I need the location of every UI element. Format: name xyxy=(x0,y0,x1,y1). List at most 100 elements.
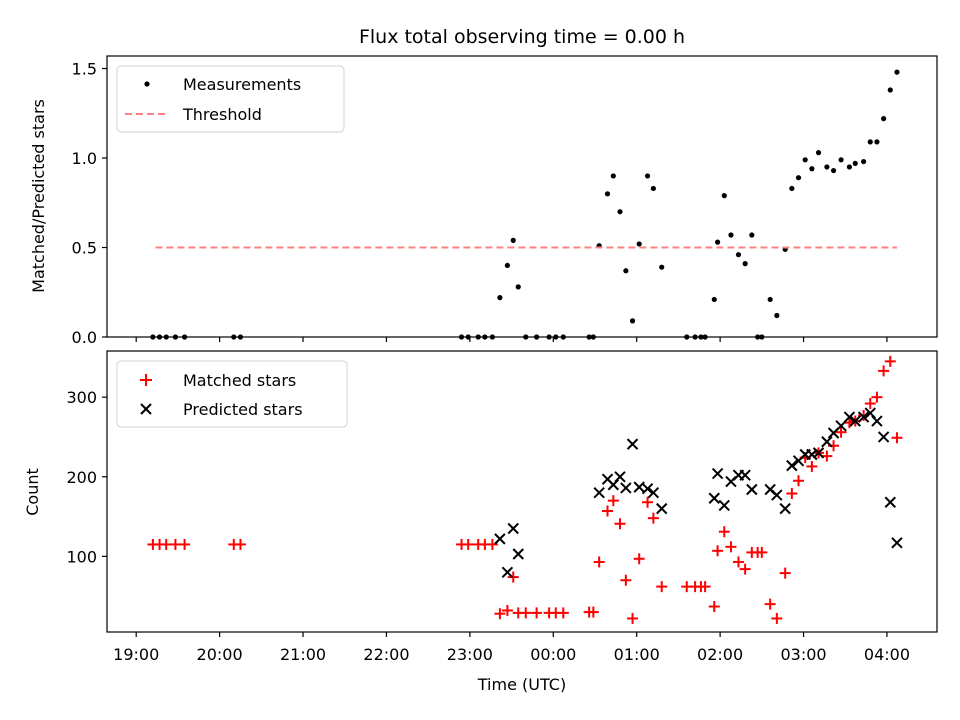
measurements-point xyxy=(867,139,873,145)
matched-stars-point xyxy=(878,365,890,377)
matched-stars-point xyxy=(507,571,519,583)
measurements-point xyxy=(659,264,665,270)
measurements-point xyxy=(802,157,808,163)
predicted-stars-point xyxy=(647,486,660,499)
counts-x-ticks: 19:00 20:00 21:00 22:00 23:00 00:00 01:00 02:00… xyxy=(113,632,910,664)
counts-axes-frame xyxy=(106,350,938,633)
ratio-legend: Measurements Threshold xyxy=(116,65,345,133)
measurements-point xyxy=(510,237,516,243)
predicted-stars-point xyxy=(835,420,847,432)
x-tick-label: 21:00 xyxy=(280,645,326,664)
matched-stars-point xyxy=(501,605,513,617)
counts-y-tick-label: 300 xyxy=(66,388,97,407)
measurements-point xyxy=(846,164,853,170)
matched-stars-point xyxy=(607,495,619,507)
matched-stars-point xyxy=(531,607,543,619)
predicted-stars-point xyxy=(884,496,896,508)
x-tick-label: 03:00 xyxy=(780,645,826,664)
predicted-stars-point xyxy=(779,502,791,515)
predicted-stars-point xyxy=(708,492,720,504)
matched-stars-point xyxy=(234,538,246,550)
counts-y-axis-label: Count xyxy=(23,468,42,516)
matched-stars-point xyxy=(712,545,724,557)
ratio-y-ticks: 0.0 0.5 1.0 1.5 xyxy=(72,60,107,347)
counts-legend: Matched stars Predicted stars xyxy=(116,360,348,428)
matched-stars-point xyxy=(793,475,805,487)
matched-stars-point xyxy=(764,598,776,610)
matched-stars-point xyxy=(520,607,532,619)
matched-stars-point xyxy=(614,518,626,530)
x-tick-label: 02:00 xyxy=(697,645,743,664)
matched-stars-legend-marker xyxy=(140,374,152,386)
measurements-point xyxy=(789,185,795,192)
matched-stars-point xyxy=(179,538,191,550)
measurements-point xyxy=(721,193,727,199)
matched-stars-point xyxy=(732,556,744,568)
matched-stars-point xyxy=(587,606,599,618)
measurements-legend-marker xyxy=(144,81,150,87)
measurements-point xyxy=(742,261,748,267)
matched-stars-point xyxy=(593,556,605,568)
predicted-stars-point xyxy=(711,467,724,480)
measurements-point xyxy=(830,167,837,174)
matched-stars-point xyxy=(160,538,172,550)
ratio-y-tick-label: 1.0 xyxy=(72,149,97,168)
x-tick-label: 22:00 xyxy=(363,645,409,664)
matched-stars-point xyxy=(642,496,654,508)
measurements-point xyxy=(629,318,636,324)
matched-stars-point xyxy=(884,355,896,367)
ratio-legend-box xyxy=(116,65,345,133)
measurements-point xyxy=(728,232,734,238)
x-tick-label: 19:00 xyxy=(113,645,159,664)
x-tick-label: 23:00 xyxy=(447,645,493,664)
counts-marks xyxy=(147,355,903,624)
predicted-stars-point xyxy=(806,448,818,461)
measurements-point xyxy=(515,284,521,290)
predicted-stars-point xyxy=(512,548,524,560)
matched-stars-point xyxy=(739,563,751,575)
predicted-stars-point xyxy=(593,486,605,499)
matched-stars-point xyxy=(557,607,569,619)
ratio-y-tick-label: 0.5 xyxy=(72,239,97,258)
matched-stars-point xyxy=(169,538,181,550)
measurements-point xyxy=(838,157,844,163)
matched-stars-point xyxy=(779,567,791,579)
ratio-x-ticks xyxy=(135,337,888,342)
predicted-stars-point xyxy=(626,438,639,450)
matched-stars-point xyxy=(627,612,639,624)
predicted-stars-point xyxy=(821,436,833,448)
measurements-point xyxy=(617,209,623,215)
x-tick-label: 04:00 xyxy=(864,645,910,664)
predicted-stars-point xyxy=(877,431,890,443)
ratio-y-axis-label: Matched/Predicted stars xyxy=(29,99,48,293)
matched-stars-point xyxy=(725,541,737,553)
predicted-stars-point xyxy=(507,522,519,535)
predicted-stars-point xyxy=(857,411,870,423)
x-tick-label: 20:00 xyxy=(197,645,243,664)
measurements-point xyxy=(497,295,503,301)
counts-y-ticks: 100 200 300 xyxy=(66,388,107,566)
predicted-stars-point xyxy=(718,499,730,512)
x-tick-label: 00:00 xyxy=(530,645,576,664)
matched-stars-point xyxy=(656,581,668,593)
matched-stars-point xyxy=(864,398,876,410)
matched-stars-point xyxy=(494,608,506,620)
measurements-point xyxy=(644,173,651,179)
matched-stars-point xyxy=(620,574,632,586)
matched-stars-point xyxy=(786,487,798,499)
matched-stars-point xyxy=(462,538,474,550)
measurements-point xyxy=(774,312,780,319)
counts-y-tick-label: 100 xyxy=(66,547,97,566)
measurements-point xyxy=(650,185,656,192)
x-axis-label: Time (UTC) xyxy=(477,675,566,694)
measurements-point xyxy=(735,252,742,258)
predicted-stars-point xyxy=(849,415,861,427)
predicted-stars-point xyxy=(771,489,783,501)
matched-stars-legend-label: Matched stars xyxy=(183,371,296,390)
matched-stars-point xyxy=(821,450,833,462)
threshold-legend-label: Threshold xyxy=(182,105,262,124)
matched-stars-point xyxy=(871,391,883,403)
predicted-stars-point xyxy=(786,459,798,472)
measurements-point xyxy=(767,296,773,303)
